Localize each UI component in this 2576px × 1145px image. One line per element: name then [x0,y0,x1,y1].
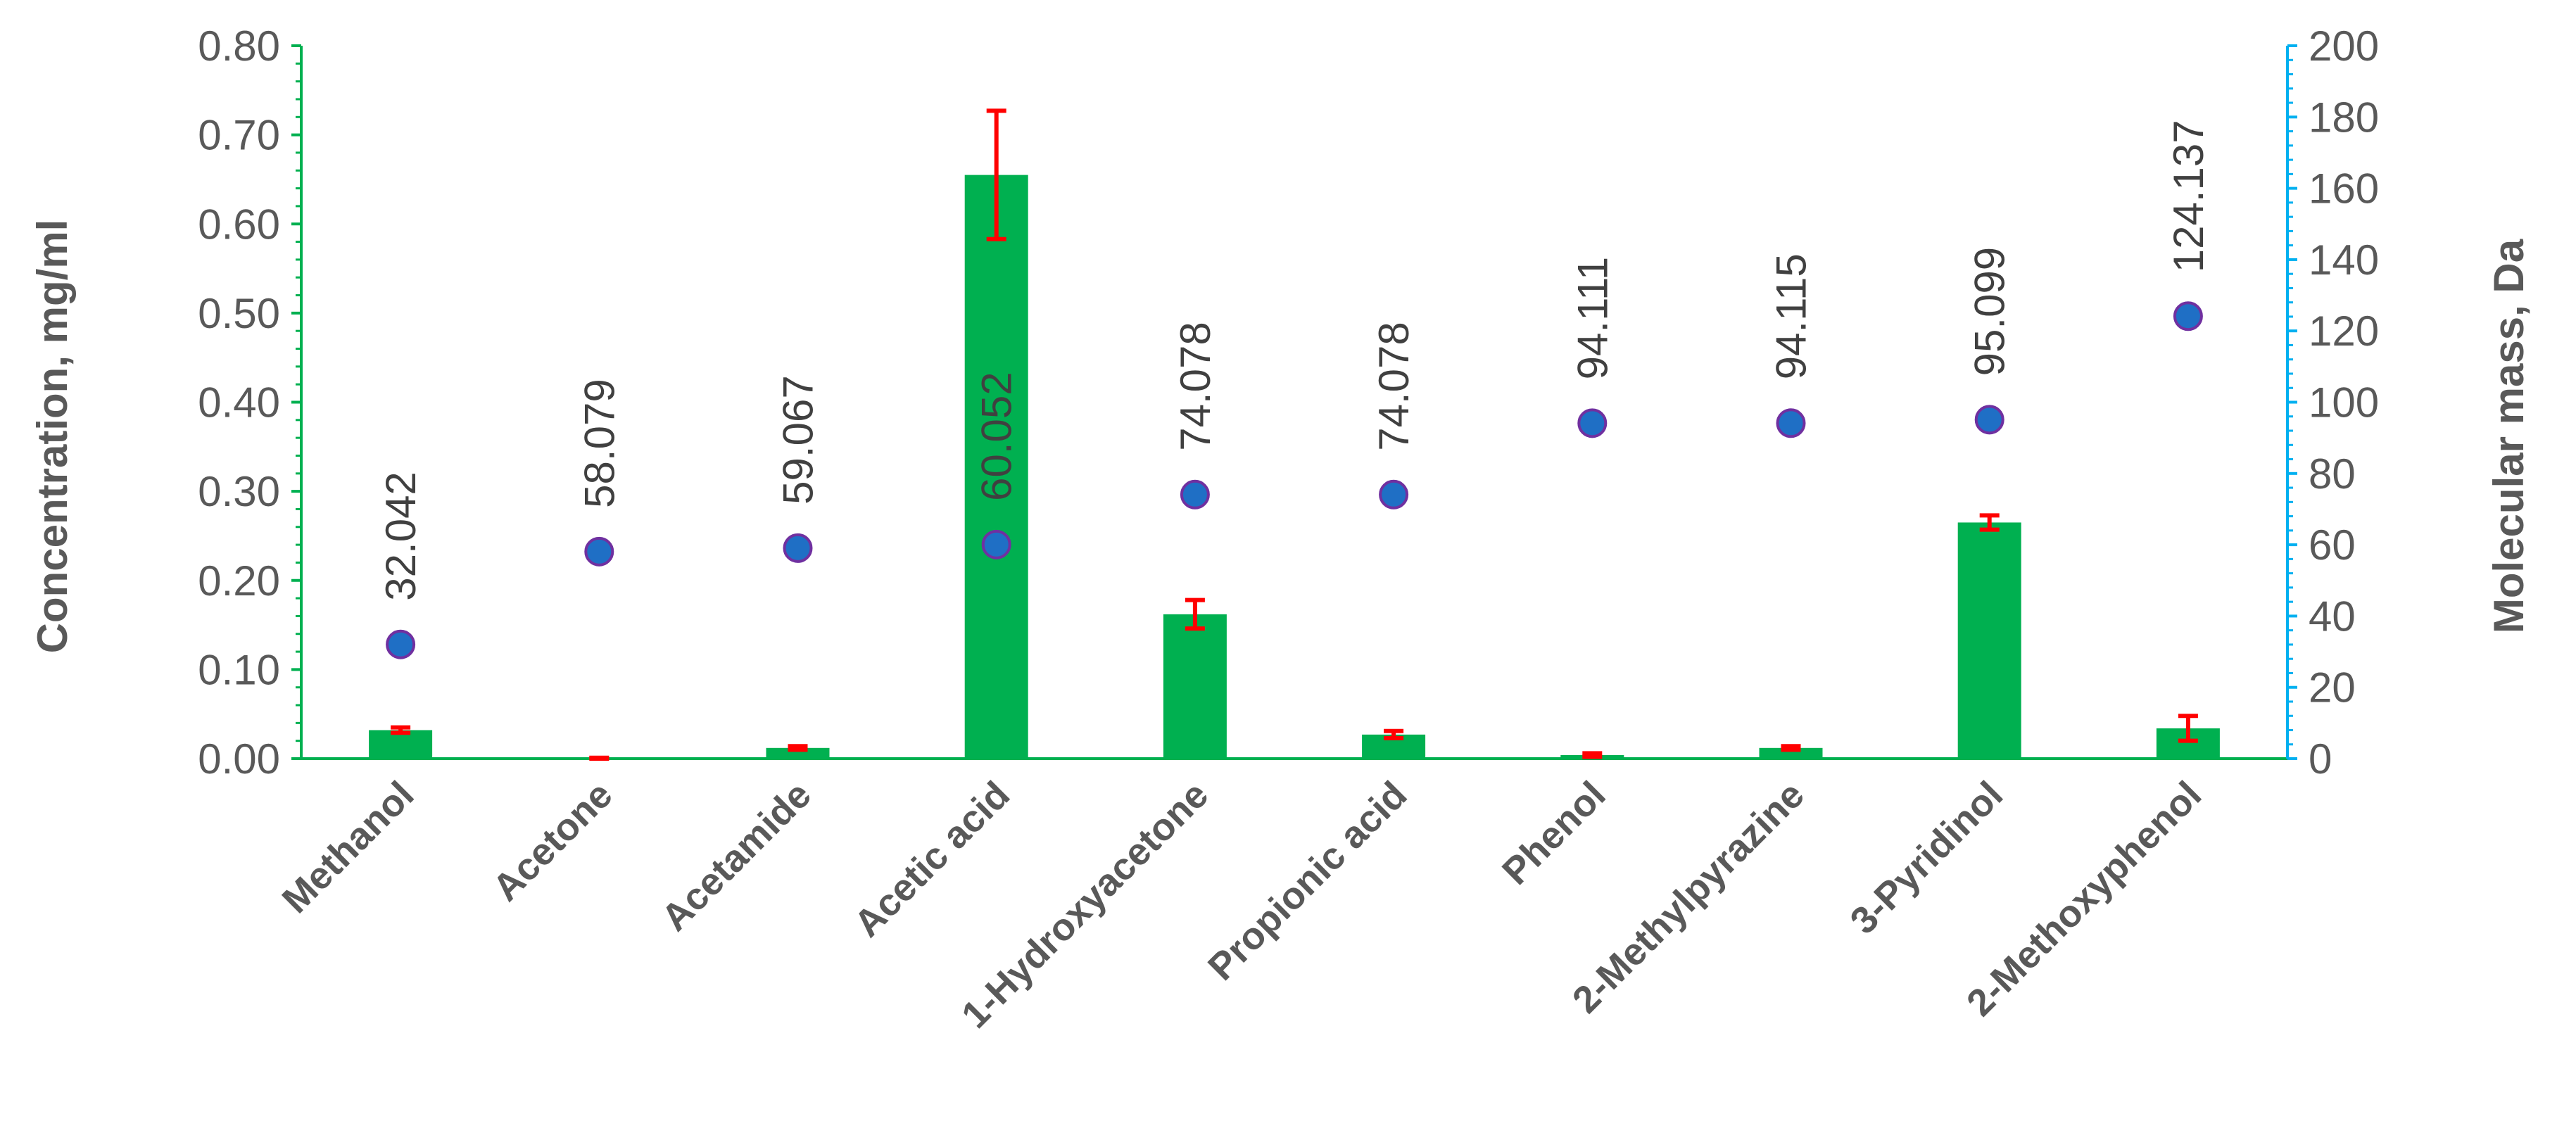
data-point [1379,479,1409,510]
y-tick-label: 0.30 [198,468,280,515]
category-label: Acetamide [653,773,819,940]
y2-tick-label: 20 [2309,664,2356,711]
category-labels-layer: Methanol Acetone Acetamide Acetic acid1-Hyd… [274,773,2210,1036]
y-tick-label: 0.80 [198,23,280,70]
data-point [1776,408,1806,438]
y2-tick-label: 120 [2309,308,2379,355]
points-layer [386,301,2203,659]
right-axis: 0 20 40 60 80 100 120 140 160 180 200 [2286,23,2379,783]
y-tick-label: 0.20 [198,557,280,605]
data-label: 58.079 [576,379,623,508]
y-tick-label: 0.60 [198,201,280,248]
y-tick-label: 0.50 [198,290,280,337]
bars-layer [369,175,2220,759]
bar [1759,747,1823,759]
data-point [783,533,813,563]
data-label: 74.078 [1370,322,1418,451]
bar [766,747,830,759]
data-point [1974,405,2004,435]
category-label: Methanol [274,773,422,921]
bar [1163,614,1227,759]
category-label: Phenol [1494,773,1614,893]
y2-tick-label: 40 [2309,593,2356,640]
y2-tick-label: 180 [2309,94,2379,141]
category-label: Propionic acid [1200,773,1415,989]
y-axis-title: Concentration, mg/ml [29,220,76,654]
bar [1957,522,2021,759]
y2-tick-label: 60 [2309,521,2356,569]
data-label: 94.111 [1569,257,1616,380]
bar [964,175,1028,759]
y2-tick-label: 0 [2309,735,2332,783]
data-point [584,536,614,567]
y2-axis-title: Molecular mass, Da [2485,239,2532,633]
data-label: 32.042 [377,472,424,601]
category-label: Acetone [485,773,621,909]
y2-tick-label: 100 [2309,379,2379,426]
error-bars-layer [391,108,2198,761]
data-point [981,529,1011,559]
data-label: 94.115 [1768,253,1815,379]
data-labels-layer: 32.042 58.079 59.067 60.052 74.078 74.078 94.1… [377,120,2212,600]
left-axis: 0.00 0.10 0.20 0.30 0.40 0.50 0.60 0.70 0.80 [198,23,2287,783]
data-point [1180,479,1210,510]
data-point [1577,408,1608,438]
y-tick-label: 0.40 [198,379,280,426]
data-label: 74.078 [1172,322,1219,451]
y2-tick-label: 200 [2309,23,2379,70]
y2-tick-label: 160 [2309,165,2379,213]
category-label: 3-Pyridinol [1842,773,2011,942]
data-point [386,629,416,659]
y2-tick-label: 140 [2309,236,2379,284]
y-tick-label: 0.70 [198,112,280,159]
data-point [2173,301,2203,331]
y2-tick-label: 80 [2309,450,2356,498]
y-tick-label: 0.00 [198,735,280,783]
data-label: 124.137 [2165,120,2212,272]
category-label: Acetic acid [846,773,1018,945]
data-label: 60.052 [973,372,1021,501]
data-label: 95.099 [1966,247,2014,377]
y-tick-label: 0.10 [198,646,280,693]
data-label: 59.067 [775,375,822,505]
